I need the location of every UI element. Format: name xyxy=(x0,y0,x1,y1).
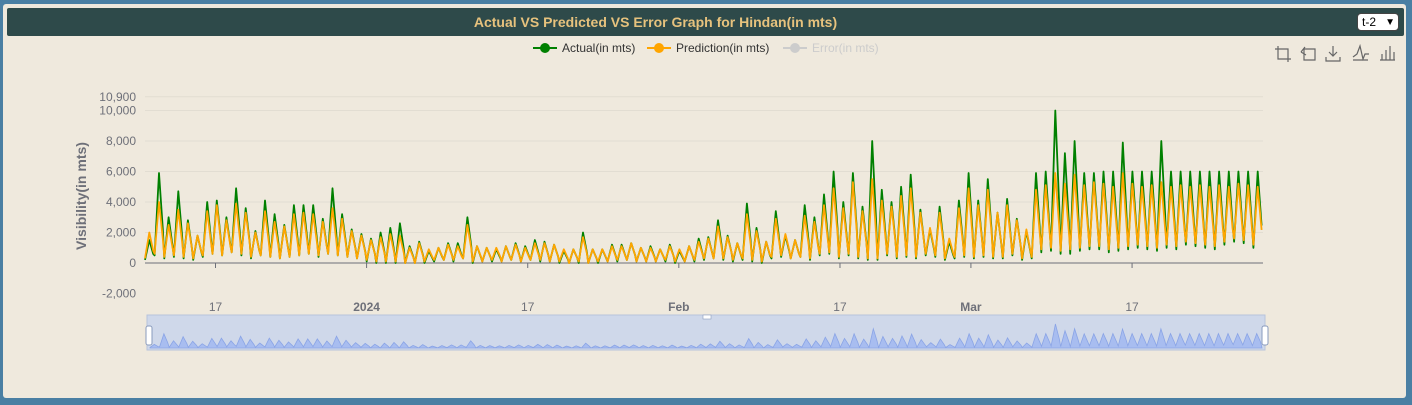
horizon-select-value: t-2 xyxy=(1362,15,1377,29)
series-line-prediction xyxy=(144,172,1263,264)
datazoom-preview xyxy=(149,323,1263,349)
x-tick-label: 17 xyxy=(521,300,535,314)
line-chart-icon[interactable] xyxy=(1352,43,1369,62)
legend-marker[interactable] xyxy=(540,43,550,53)
x-tick-label: 2024 xyxy=(353,300,380,314)
y-tick-label: 2,000 xyxy=(106,226,136,240)
download-icon[interactable] xyxy=(1325,46,1341,62)
y-tick-label: 8,000 xyxy=(106,134,136,148)
datazoom-handle-right[interactable] xyxy=(1261,325,1269,346)
bar-chart-icon[interactable] xyxy=(1380,46,1395,61)
x-tick-label: 17 xyxy=(833,300,847,314)
y-tick-label: 4,000 xyxy=(106,195,136,209)
y-tick-label: 10,900 xyxy=(99,90,136,104)
x-tick-label: Feb xyxy=(668,300,689,314)
y-tick-label: 0 xyxy=(129,256,136,270)
datazoom-move-handle[interactable] xyxy=(702,314,712,320)
zoom-icon[interactable] xyxy=(1275,46,1291,62)
y-tick-label: 6,000 xyxy=(106,165,136,179)
x-tick-label: 17 xyxy=(209,300,223,314)
y-tick-label: -2,000 xyxy=(102,287,136,301)
y-tick-label: 10,000 xyxy=(99,104,136,118)
legend-marker[interactable] xyxy=(790,43,800,53)
legend-label[interactable]: Prediction(in mts) xyxy=(676,41,769,55)
datazoom-handle-left[interactable] xyxy=(145,325,153,346)
chart-title: Actual VS Predicted VS Error Graph for H… xyxy=(473,14,838,30)
zoom-reset-icon[interactable] xyxy=(1300,46,1316,61)
x-tick-label: Mar xyxy=(960,300,982,314)
chart-header: Actual VS Predicted VS Error Graph for H… xyxy=(7,8,1404,36)
x-tick-label: 17 xyxy=(1125,300,1139,314)
legend-marker[interactable] xyxy=(654,43,664,53)
legend-label[interactable]: Actual(in mts) xyxy=(562,41,635,55)
chevron-down-icon: ▼ xyxy=(1385,17,1395,28)
horizon-select[interactable]: t-2 ▼ xyxy=(1357,13,1399,31)
legend-label[interactable]: Error(in mts) xyxy=(812,41,879,55)
y-axis-label: Visibility(in mts) xyxy=(73,142,89,250)
